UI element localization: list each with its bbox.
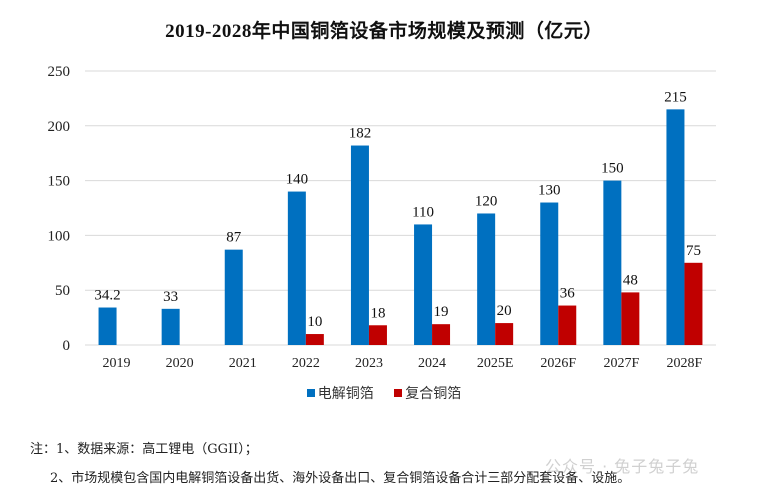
y-tick-label: 0 [63, 338, 71, 354]
bar-composite [621, 292, 640, 345]
bar-composite [368, 325, 387, 345]
x-tick-label: 2026F [540, 356, 576, 371]
data-label: 110 [412, 204, 434, 220]
y-tick-label: 250 [48, 64, 71, 80]
data-label: 20 [497, 303, 512, 319]
bar-electrolytic [414, 224, 433, 345]
x-tick-label: 2022 [292, 356, 320, 371]
bar-chart: 050100150200250201934.220203320218720221… [48, 64, 716, 371]
data-label: 75 [686, 243, 701, 259]
data-label: 34.2 [94, 288, 120, 304]
legend-label: 复合铜箔 [405, 386, 462, 402]
note-line-1: 注：1、数据来源：高工锂电（GGII）； [30, 442, 258, 457]
bar-electrolytic [477, 213, 496, 345]
bar-composite [432, 324, 451, 345]
bar-electrolytic [666, 109, 685, 345]
data-label: 140 [286, 172, 309, 188]
data-label: 19 [434, 304, 449, 320]
bar-composite [558, 305, 577, 345]
y-tick-label: 150 [48, 174, 71, 190]
bar-composite [684, 262, 703, 345]
legend-swatch-red [394, 389, 403, 397]
bar-composite [305, 334, 324, 345]
data-label: 18 [370, 305, 385, 321]
data-label: 87 [226, 230, 242, 246]
x-tick-label: 2020 [166, 356, 194, 371]
legend-swatch-blue [306, 389, 315, 397]
data-label: 120 [475, 193, 498, 209]
x-tick-label: 2025E [477, 356, 514, 371]
y-tick-label: 200 [48, 119, 71, 135]
bar-electrolytic [98, 307, 117, 345]
bar-composite [495, 323, 514, 345]
x-tick-label: 2021 [229, 356, 257, 371]
legend-item-electrolytic: 电解铜箔 [306, 383, 374, 403]
bar-electrolytic [224, 249, 243, 345]
data-label: 150 [601, 161, 624, 177]
x-tick-label: 2023 [355, 356, 383, 371]
bar-electrolytic [603, 180, 622, 345]
data-label: 48 [623, 272, 638, 288]
bar-electrolytic [540, 202, 559, 345]
note-line-2: 2、市场规模包含国内电解铜箔设备出货、海外设备出口、复合铜箔设备合计三部分配套设… [50, 471, 631, 486]
data-label: 130 [538, 183, 561, 199]
bar-electrolytic [287, 191, 306, 345]
y-tick-label: 50 [55, 283, 70, 299]
data-label: 182 [349, 126, 372, 142]
chart-title: 2019-2028年中国铜箔设备市场规模及预测（亿元） [165, 21, 603, 42]
y-tick-label: 100 [48, 228, 71, 244]
x-tick-label: 2024 [418, 356, 446, 371]
x-tick-label: 2028F [667, 356, 703, 371]
legend-label: 电解铜箔 [317, 386, 374, 402]
data-label: 215 [664, 89, 687, 105]
data-label: 36 [560, 286, 576, 302]
footnotes: 注：1、数据来源：高工锂电（GGII）； 2、市场规模包含国内电解铜箔设备出货、… [30, 435, 630, 493]
data-label: 10 [307, 314, 322, 330]
bar-electrolytic [161, 308, 180, 345]
watermark: 公众号 · 兔子兔子兔 [545, 457, 700, 476]
legend: 电解铜箔 复合铜箔 [0, 383, 768, 403]
x-tick-label: 2027F [603, 356, 639, 371]
bar-electrolytic [350, 145, 369, 345]
data-label: 33 [163, 289, 178, 305]
x-tick-label: 2019 [103, 356, 131, 371]
legend-item-composite: 复合铜箔 [394, 383, 461, 403]
